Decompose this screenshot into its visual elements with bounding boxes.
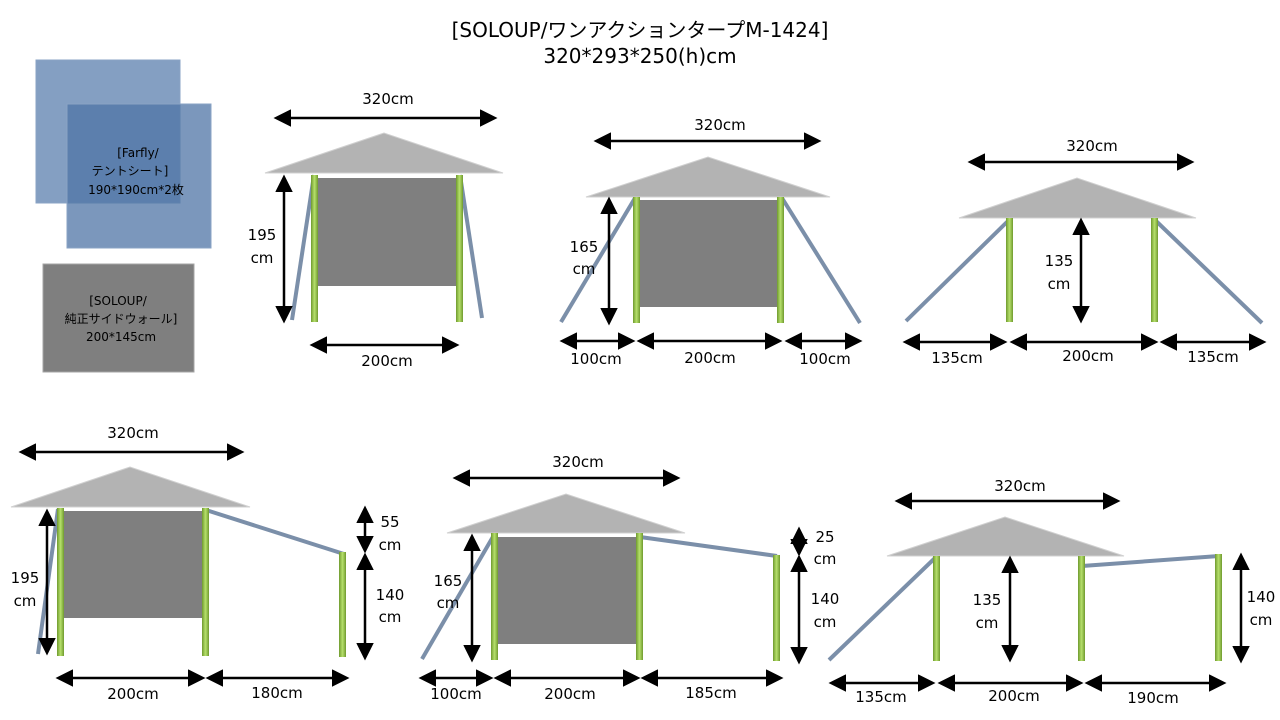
tent-sheet-label-2: テントシート] [92, 164, 169, 178]
config-3: 320cm 135 cm 135cm 200cm 135cm [902, 137, 1267, 367]
extension-height-label: 140 [376, 586, 405, 604]
page-title: [SOLOUP/ワンアクションタープM-1424] [451, 18, 829, 42]
bottom-label: 100cm [799, 350, 851, 368]
brace-line [290, 174, 316, 321]
width-label: 320cm [694, 116, 746, 134]
bottom-label: 200cm [544, 685, 596, 703]
brace-line [1081, 554, 1220, 568]
tarp-roof [264, 132, 504, 174]
bottom-label: 200cm [1062, 347, 1114, 365]
pole [1006, 218, 1013, 322]
side-wall [497, 537, 639, 644]
extension-height-unit: cm [379, 608, 402, 626]
bottom-label: 190cm [1127, 689, 1179, 707]
config-2: 320cm 165 cm 100cm 200cm 100cm [559, 116, 863, 368]
bottom-label: 200cm [988, 687, 1040, 705]
tarp-roof [886, 516, 1125, 557]
width-label: 320cm [552, 453, 604, 471]
brace-line [458, 174, 484, 319]
side-wall-label-2: 純正サイドウォール] [65, 312, 178, 326]
bottom-label: 200cm [361, 352, 413, 370]
brace-line [780, 196, 862, 325]
pole [202, 508, 209, 656]
bottom-label: 135cm [855, 688, 907, 706]
bottom-label: 100cm [570, 350, 622, 368]
tarp-roof [958, 177, 1197, 219]
width-label: 320cm [107, 424, 159, 442]
pole [311, 175, 318, 322]
extension-height-label: 140 [811, 590, 840, 608]
brace-line [1153, 218, 1264, 325]
pole [57, 508, 64, 656]
pole [777, 197, 784, 323]
bottom-label: 200cm [684, 349, 736, 367]
bottom-label: 200cm [107, 685, 159, 703]
bottom-label: 185cm [685, 684, 737, 702]
pole [773, 555, 780, 661]
pole [1078, 556, 1085, 661]
extension-height-unit: cm [814, 613, 837, 631]
height-unit: cm [976, 614, 999, 632]
height-label: 135 [1045, 252, 1074, 270]
extension-top-unit: cm [814, 550, 837, 568]
bottom-label: 180cm [251, 684, 303, 702]
height-unit: cm [437, 594, 460, 612]
brace-line [827, 556, 937, 662]
tarp-roof [446, 493, 686, 534]
config-6: 320cm 135 cm 140 cm 135cm 200cm 190cm [827, 477, 1276, 707]
pole [636, 533, 643, 660]
page-subtitle: 320*293*250(h)cm [543, 44, 737, 68]
height-label: 135 [973, 591, 1002, 609]
brace-line [904, 218, 1011, 323]
width-label: 320cm [1066, 137, 1118, 155]
side-wall-label-3: 200*145cm [86, 330, 156, 344]
side-wall [315, 178, 460, 286]
config-4: 320cm 195 cm 55 cm 140 cm 200cm 180cm [11, 424, 405, 703]
brace-line [420, 533, 496, 661]
pole [933, 556, 940, 661]
side-wall-label-1: [SOLOUP/ [89, 294, 147, 308]
tent-sheet-label-3: 190*190cm*2枚 [88, 182, 184, 197]
height-label: 195 [11, 569, 40, 587]
height-label: 165 [434, 572, 463, 590]
tarp-roof [10, 466, 251, 508]
side-wall [638, 200, 781, 307]
bottom-label: 135cm [1187, 348, 1239, 366]
side-wall [63, 511, 204, 618]
height-unit: cm [251, 249, 274, 267]
brace-line [639, 535, 778, 558]
config-5: 320cm 165 cm 25 cm 140 cm 100cm 200cm 18… [418, 453, 840, 703]
config-1: 320cm 195 cm 200cm [248, 90, 504, 370]
brace-line [205, 508, 345, 556]
width-label: 320cm [362, 90, 414, 108]
pole [339, 552, 346, 657]
extension-height-label: 140 [1247, 588, 1276, 606]
height-unit: cm [14, 592, 37, 610]
bottom-label: 135cm [931, 349, 983, 367]
extension-top-label: 55 [380, 513, 399, 531]
extension-top-label: 25 [815, 528, 834, 546]
side-wall-swatch [42, 263, 195, 373]
brace-line [559, 196, 637, 324]
tent-sheet-swatch-front [66, 103, 212, 249]
tarp-roof [585, 156, 831, 198]
height-unit: cm [1048, 275, 1071, 293]
extension-top-unit: cm [379, 536, 402, 554]
pole [491, 533, 498, 660]
width-label: 320cm [994, 477, 1046, 495]
height-unit: cm [573, 260, 596, 278]
extension-height-unit: cm [1250, 611, 1273, 629]
pole [1215, 554, 1222, 661]
bottom-label: 100cm [430, 685, 482, 703]
legend: [Farfly/ テントシート] 190*190cm*2枚 [SOLOUP/ 純… [35, 59, 212, 373]
pole [1151, 218, 1158, 322]
pole [633, 197, 640, 323]
pole [456, 175, 463, 322]
height-label: 195 [248, 226, 277, 244]
height-label: 165 [570, 238, 599, 256]
tent-sheet-label-1: [Farfly/ [117, 146, 159, 160]
